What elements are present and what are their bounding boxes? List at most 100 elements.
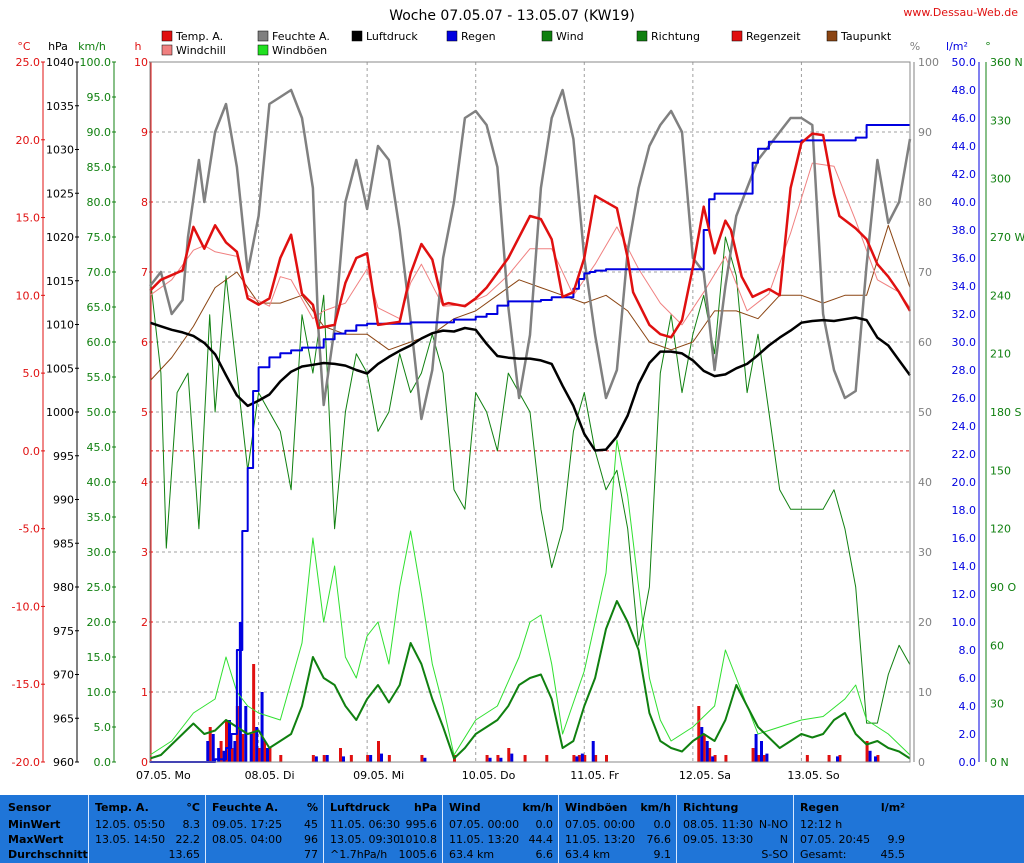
rain-bar (228, 720, 231, 762)
rain-bar (255, 727, 259, 762)
tick-label: 32.0 (952, 308, 977, 321)
legend-label: Luftdruck (366, 30, 418, 43)
wind-line (149, 600, 911, 760)
rain-bar (705, 741, 709, 762)
tick-label: 65.0 (87, 301, 112, 314)
tick-label: 0.0 (959, 756, 977, 769)
legend-swatch (257, 44, 269, 56)
tick-label: 90.0 (87, 126, 112, 139)
tick-label: 8 (141, 196, 148, 209)
stats-header: Regen (800, 801, 840, 814)
legend-label: Regen (461, 30, 496, 43)
tick-label: 0.0 (94, 756, 112, 769)
raintime-bar (366, 755, 370, 762)
tick-label: 0.0 (23, 445, 41, 458)
stats-cell-time: 63.4 km (449, 848, 495, 861)
bars (206, 622, 880, 762)
raintime-bar (697, 706, 701, 762)
rain-bar (423, 757, 427, 762)
rain-bar (325, 755, 329, 762)
stats-column: Feuchte A.% 09.05. 17:25 45 08.05. 04:00 96 7… (205, 795, 324, 863)
raintime-bar (420, 755, 424, 762)
tick-label: 30 (918, 546, 932, 559)
stats-column: Regen l/m² 12:12 h 07.05. 20:45 9.9 Gesamt: 45… (793, 795, 911, 863)
tick-label: 9 (141, 126, 148, 139)
raintime-bar (241, 734, 245, 762)
raintime-bar (713, 755, 717, 762)
stats-cell-value: 8.3 (182, 818, 201, 831)
raintime-bar (583, 755, 587, 762)
tick-label: 36.0 (952, 252, 977, 265)
tick-label: 1000 (46, 406, 74, 419)
axis-header-rain: l/m² (946, 40, 968, 53)
stats-cell-time: Gesamt: (800, 848, 847, 861)
tick-label: 1040 (46, 56, 74, 69)
tick-label: 10.0 (952, 616, 977, 629)
tick-label: 8.0 (959, 644, 977, 657)
raintime-bar (252, 664, 256, 762)
site-link[interactable]: www.Dessau-Web.de (903, 6, 1018, 19)
legend-swatch (351, 30, 363, 42)
tick-label: 30 (990, 698, 1004, 711)
stats-cell-value: 1010.8 (398, 833, 438, 846)
legend-label: Feuchte A. (272, 30, 330, 43)
stats-cell-time: 12:12 h (800, 818, 843, 831)
stats-cell-time: 07.05. 20:45 (800, 833, 871, 846)
stats-cell-value: 0.0 (653, 818, 672, 831)
tick-label: 1035 (46, 100, 74, 113)
legend-swatch (257, 30, 269, 42)
tick-label: 150 (990, 464, 1011, 477)
tick-label: 10 (918, 686, 932, 699)
x-tick-label: 07.05. Mo (136, 769, 191, 782)
raintime-bar (708, 748, 712, 762)
stats-cell-time: 09.05. 13:30 (683, 833, 754, 846)
raintime-bar (485, 755, 489, 762)
stats-cell-time: 11.05. 13:20 (449, 833, 520, 846)
tick-label: 990 (53, 494, 74, 507)
stats-row-label: Durchschnitt (8, 848, 88, 861)
tick-label: 40.0 (87, 476, 112, 489)
raintime-bar (257, 748, 261, 762)
legend-label: Windchill (176, 44, 226, 57)
tick-label: 18.0 (952, 504, 977, 517)
tick-label: 0 (141, 756, 148, 769)
raintime-bar (702, 734, 706, 762)
tick-label: 35.0 (87, 511, 112, 524)
tick-label: 1020 (46, 231, 74, 244)
raintime-bar (496, 755, 500, 762)
raintime-bar (349, 755, 353, 762)
raintime-bar (724, 755, 728, 762)
raintime-bar (322, 755, 326, 762)
tick-label: 980 (53, 581, 74, 594)
rain-bar (222, 750, 226, 762)
tick-label: 30.0 (87, 546, 112, 559)
raintime-bar (230, 748, 234, 762)
rain-bar (369, 755, 373, 762)
tick-label: 4.0 (959, 700, 977, 713)
tick-label: 960 (53, 756, 74, 769)
stats-cell-value: 9.1 (653, 848, 672, 861)
stats-unit: hPa (413, 801, 437, 814)
tick-label: 40 (918, 476, 932, 489)
stats-cell-time: 11.05. 13:20 (565, 833, 636, 846)
tick-label: 5 (141, 406, 148, 419)
x-tick-label: 10.05. Do (462, 769, 516, 782)
tick-label: 75.0 (87, 231, 112, 244)
tick-label: 1005 (46, 362, 74, 375)
tick-label: 0 N (990, 756, 1009, 769)
x-tick-label: 13.05. So (787, 769, 839, 782)
stats-column: Sensor MinWert MaxWert Durchschnitt (0, 795, 88, 863)
stats-cell-time: 08.05. 11:30 (683, 818, 754, 831)
tick-label: 48.0 (952, 84, 977, 97)
raintime-bar (263, 741, 266, 762)
axis-header-degree: ° (985, 40, 991, 53)
tick-label: 26.0 (952, 392, 977, 405)
rain-bar (575, 756, 579, 762)
tick-label: 45.0 (87, 441, 112, 454)
rain-bar (233, 741, 237, 762)
tick-label: 975 (53, 625, 74, 638)
stats-row-label: MinWert (8, 818, 61, 831)
tick-label: 965 (53, 712, 74, 725)
legend-swatch (541, 30, 553, 42)
rain-bar (380, 753, 383, 762)
